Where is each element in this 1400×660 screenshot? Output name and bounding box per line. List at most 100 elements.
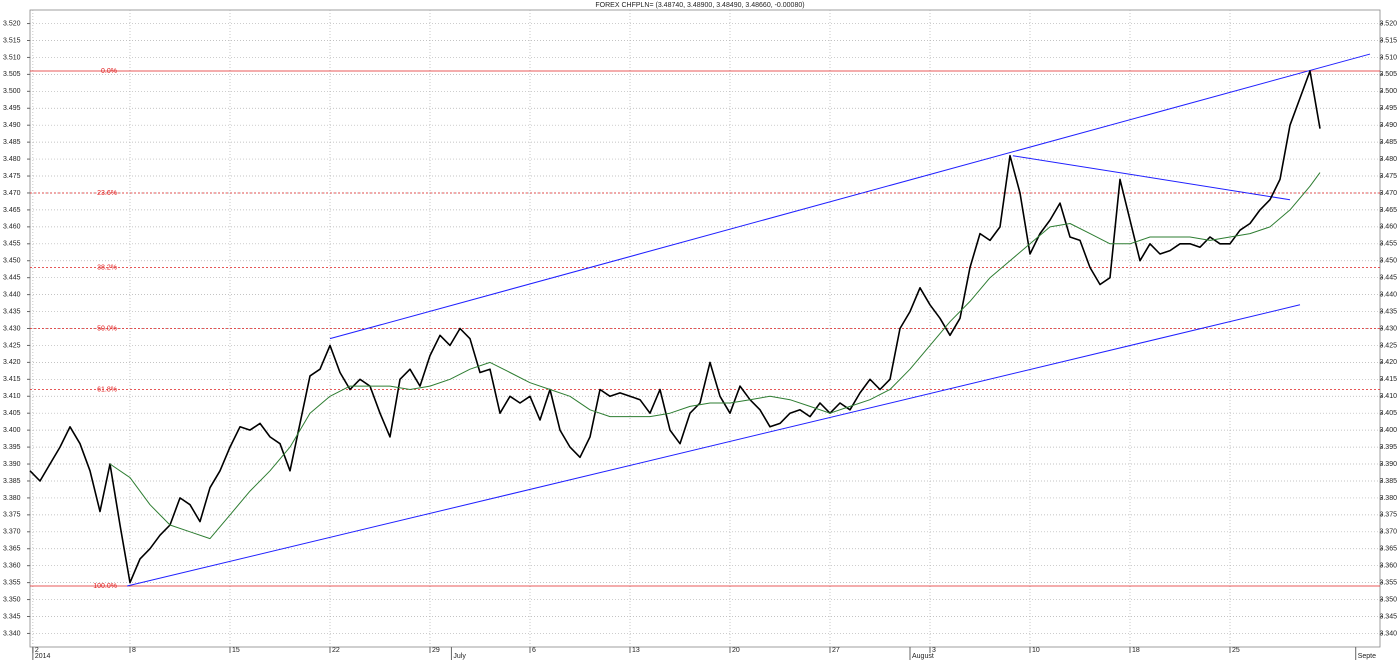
y-tick-label: 3.390 <box>3 461 21 468</box>
x-tick-label: 27 <box>832 647 840 654</box>
y-tick-label: 3.500 <box>3 88 21 95</box>
y2-tick-label: 3.445 <box>1379 275 1397 282</box>
y2-tick-label: 3.485 <box>1379 139 1397 146</box>
y-tick-label: 3.470 <box>3 190 21 197</box>
y-tick-label: 3.410 <box>3 393 21 400</box>
y2-tick-label: 3.510 <box>1379 54 1397 61</box>
y2-tick-label: 3.470 <box>1379 190 1397 197</box>
y2-tick-label: 3.440 <box>1379 291 1397 298</box>
y-tick-label: 3.400 <box>3 427 21 434</box>
y2-tick-label: 3.380 <box>1379 495 1397 502</box>
y2-tick-label: 3.365 <box>1379 546 1397 553</box>
fib-label: 23.6% <box>97 190 117 197</box>
y-tick-label: 3.365 <box>3 546 21 553</box>
y2-tick-label: 3.340 <box>1379 630 1397 637</box>
y2-tick-label: 3.415 <box>1379 376 1397 383</box>
y2-tick-label: 3.505 <box>1379 71 1397 78</box>
x-tick-label: 29 <box>432 647 440 654</box>
y2-tick-label: 3.460 <box>1379 224 1397 231</box>
y-tick-label: 3.395 <box>3 444 21 451</box>
y-tick-label: 3.450 <box>3 258 21 265</box>
fib-label: 38.2% <box>97 264 117 271</box>
y-tick-label: 3.360 <box>3 563 21 570</box>
y-tick-label: 3.520 <box>3 20 21 27</box>
y-tick-label: 3.375 <box>3 512 21 519</box>
y2-tick-label: 3.360 <box>1379 563 1397 570</box>
x-tick-label: 6 <box>532 647 536 654</box>
chart-title: FOREX CHFPLN= (3.48740, 3.48900, 3.48490… <box>595 2 804 9</box>
fib-label: 50.0% <box>97 325 117 332</box>
y2-tick-label: 3.375 <box>1379 512 1397 519</box>
y-tick-label: 3.415 <box>3 376 21 383</box>
month-label: 2014 <box>35 653 51 660</box>
trendline <box>1012 155 1291 201</box>
y-tick-label: 3.440 <box>3 291 21 298</box>
y-tick-label: 3.510 <box>3 54 21 61</box>
y2-tick-label: 3.370 <box>1379 529 1397 536</box>
y2-tick-label: 3.410 <box>1379 393 1397 400</box>
y2-tick-label: 3.350 <box>1379 596 1397 603</box>
y2-tick-label: 3.450 <box>1379 258 1397 265</box>
y-tick-label: 3.430 <box>3 325 21 332</box>
y2-tick-label: 3.435 <box>1379 308 1397 315</box>
x-tick-label: 20 <box>732 647 740 654</box>
y2-tick-label: 3.495 <box>1379 105 1397 112</box>
y-tick-label: 3.405 <box>3 410 21 417</box>
trendline <box>127 304 1301 587</box>
y2-tick-label: 3.395 <box>1379 444 1397 451</box>
price-line <box>29 70 1321 584</box>
y-tick-label: 3.385 <box>3 478 21 485</box>
y-tick-label: 3.350 <box>3 596 21 603</box>
y2-tick-label: 3.385 <box>1379 478 1397 485</box>
y2-tick-label: 3.455 <box>1379 241 1397 248</box>
y-tick-label: 3.445 <box>3 275 21 282</box>
x-tick-label: 18 <box>1132 647 1140 654</box>
y-tick-label: 3.495 <box>3 105 21 112</box>
y-tick-label: 3.340 <box>3 630 21 637</box>
x-tick-label: 2 <box>35 647 39 654</box>
x-tick-label: 3 <box>932 647 936 654</box>
y2-tick-label: 3.515 <box>1379 37 1397 44</box>
fib-label: 61.8% <box>97 386 117 393</box>
y2-tick-label: 3.490 <box>1379 122 1397 129</box>
y2-tick-label: 3.480 <box>1379 156 1397 163</box>
y-tick-label: 3.345 <box>3 613 21 620</box>
y-tick-label: 3.380 <box>3 495 21 502</box>
y2-tick-label: 3.400 <box>1379 427 1397 434</box>
fib-label: 0.0% <box>101 68 117 75</box>
y2-tick-label: 3.465 <box>1379 207 1397 214</box>
fib-label: 100.0% <box>93 583 117 590</box>
trendline <box>329 53 1371 340</box>
y2-tick-label: 3.500 <box>1379 88 1397 95</box>
y-tick-label: 3.490 <box>3 122 21 129</box>
month-label: August <box>912 653 934 660</box>
y2-tick-label: 3.345 <box>1379 613 1397 620</box>
y-tick-label: 3.515 <box>3 37 21 44</box>
price-line <box>109 172 1321 540</box>
y-tick-label: 3.425 <box>3 342 21 349</box>
y2-tick-label: 3.475 <box>1379 173 1397 180</box>
y2-tick-label: 3.420 <box>1379 359 1397 366</box>
y-tick-label: 3.460 <box>3 224 21 231</box>
y-tick-label: 3.475 <box>3 173 21 180</box>
x-tick-label: 10 <box>1032 647 1040 654</box>
y2-tick-label: 3.390 <box>1379 461 1397 468</box>
y-tick-label: 3.485 <box>3 139 21 146</box>
x-tick-label: 15 <box>232 647 240 654</box>
y-tick-label: 3.480 <box>3 156 21 163</box>
y-tick-label: 3.455 <box>3 241 21 248</box>
month-label: Septe <box>1358 653 1376 660</box>
y2-tick-label: 3.430 <box>1379 325 1397 332</box>
y-tick-label: 3.420 <box>3 359 21 366</box>
x-tick-label: 25 <box>1232 647 1240 654</box>
y-tick-label: 3.355 <box>3 579 21 586</box>
y-tick-label: 3.465 <box>3 207 21 214</box>
x-tick-label: 22 <box>332 647 340 654</box>
y-tick-label: 3.505 <box>3 71 21 78</box>
x-tick-label: 13 <box>632 647 640 654</box>
y2-tick-label: 3.355 <box>1379 579 1397 586</box>
x-tick-label: 8 <box>132 647 136 654</box>
month-label: July <box>453 653 466 660</box>
